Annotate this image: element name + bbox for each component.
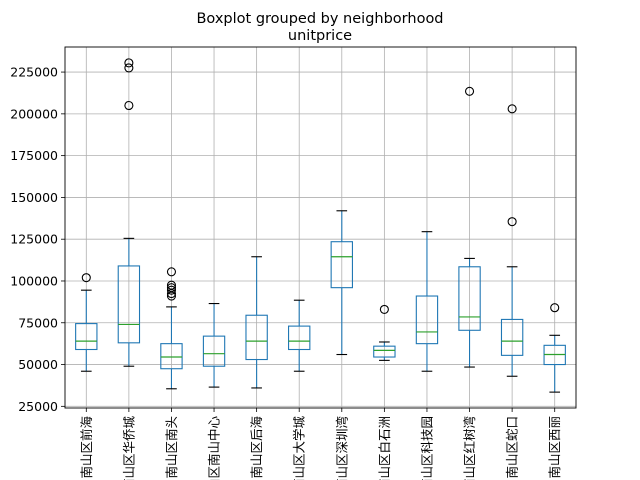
x-tick-label: 南山区大学城 bbox=[292, 416, 307, 480]
x-tick-label: 南山区华侨城 bbox=[121, 416, 136, 480]
y-tick-label: 75000 bbox=[18, 315, 58, 330]
box-series bbox=[75, 58, 566, 393]
x-tick-label: 南山区后海 bbox=[249, 416, 264, 479]
box-group bbox=[288, 299, 311, 372]
x-tick-label: 南山区南头 bbox=[164, 416, 179, 479]
y-tick-label: 200000 bbox=[10, 106, 58, 121]
y-axis: 25000 50000 75000 100000 125000 150000 175000 2… bbox=[10, 65, 65, 414]
outlier-point bbox=[166, 283, 177, 293]
outlier-point bbox=[124, 63, 134, 73]
x-tick-label: 南山区西丽 bbox=[547, 416, 562, 479]
y-tick-label: 150000 bbox=[10, 190, 58, 205]
box-iqr bbox=[245, 314, 268, 361]
x-axis: 南山区前海 南山区华侨城 南山区南头 南山区南山中心 南山区后海 南山区大学城 南山区深圳湾… bbox=[79, 408, 562, 480]
box-group bbox=[415, 231, 439, 372]
outlier-point bbox=[507, 104, 517, 114]
y-tick-label: 25000 bbox=[18, 399, 58, 414]
outlier-point bbox=[166, 267, 177, 277]
box-group bbox=[202, 302, 226, 388]
box-iqr bbox=[160, 343, 183, 370]
outlier-point bbox=[550, 303, 560, 313]
outlier-point bbox=[124, 100, 134, 111]
box-group bbox=[458, 86, 481, 368]
box-iqr bbox=[117, 265, 141, 344]
y-tick-label: 225000 bbox=[10, 65, 58, 80]
box-group bbox=[543, 303, 566, 393]
y-tick-label: 100000 bbox=[10, 273, 58, 288]
box-group bbox=[245, 256, 268, 389]
outlier-point bbox=[507, 217, 517, 227]
plot-frame bbox=[64, 46, 577, 409]
y-tick-label: 175000 bbox=[10, 148, 58, 163]
x-tick-label: 南山区红树湾 bbox=[462, 416, 477, 480]
outlier-point bbox=[464, 86, 475, 96]
box-group bbox=[500, 104, 524, 377]
chart-suptitle: Boxplot grouped by neighborhood bbox=[196, 11, 443, 27]
x-tick-label: 南山区白石洲 bbox=[377, 416, 392, 480]
chart-title: unitprice bbox=[288, 28, 352, 44]
box-iqr bbox=[415, 295, 439, 345]
outlier-point bbox=[81, 273, 91, 283]
y-tick-label: 125000 bbox=[10, 232, 58, 247]
box-group bbox=[117, 58, 141, 367]
box-group bbox=[160, 267, 183, 390]
x-tick-label: 南山区科技园 bbox=[419, 416, 434, 480]
box-iqr bbox=[458, 266, 481, 331]
x-tick-label: 南山区南山中心 bbox=[207, 416, 222, 480]
box-group bbox=[373, 304, 396, 361]
x-tick-label: 南山区蛇口 bbox=[505, 416, 520, 479]
box-iqr bbox=[373, 345, 396, 358]
y-tick-label: 50000 bbox=[18, 357, 58, 372]
outlier-point bbox=[166, 280, 177, 290]
x-tick-label: 南山区深圳湾 bbox=[334, 416, 349, 480]
box-iqr bbox=[202, 335, 226, 367]
box-iqr bbox=[288, 325, 311, 351]
box-iqr bbox=[75, 323, 98, 351]
x-tick-label: 南山区前海 bbox=[79, 416, 94, 479]
outlier-point bbox=[166, 285, 177, 295]
box-group bbox=[330, 210, 353, 356]
outlier-point bbox=[379, 304, 389, 314]
box-group bbox=[75, 273, 98, 372]
box-iqr bbox=[500, 318, 524, 356]
outlier-point bbox=[124, 58, 134, 68]
box-iqr bbox=[330, 241, 353, 289]
